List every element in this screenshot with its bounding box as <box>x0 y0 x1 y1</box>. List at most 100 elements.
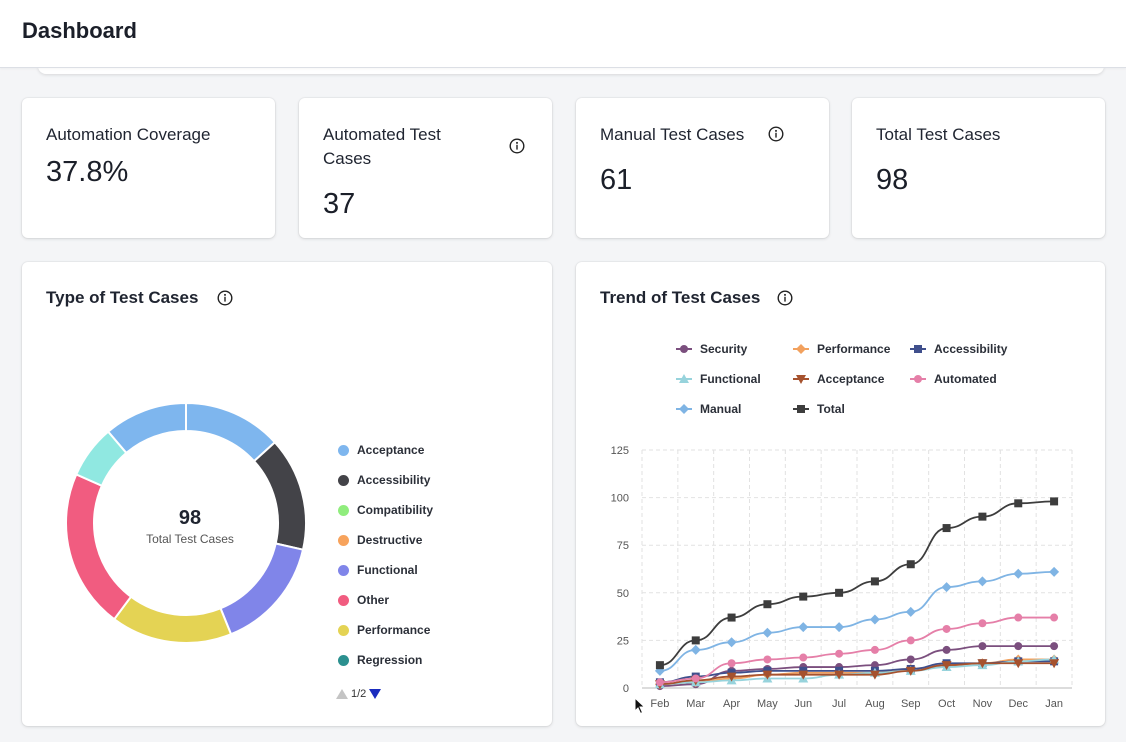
legend-marker-icon <box>793 344 809 354</box>
automation-coverage-title: Automation Coverage <box>46 125 211 144</box>
donut-center-label: Total Test Cases <box>146 532 234 546</box>
data-point[interactable] <box>799 653 808 662</box>
legend-item[interactable]: Destructive <box>338 532 422 548</box>
series-line[interactable] <box>659 662 1055 686</box>
info-icon[interactable] <box>509 138 525 154</box>
legend-item[interactable]: Security <box>676 342 747 356</box>
data-point[interactable] <box>691 674 700 683</box>
data-point[interactable] <box>870 645 879 654</box>
data-point[interactable] <box>905 606 916 617</box>
legend-item[interactable]: Manual <box>676 402 741 416</box>
data-point[interactable] <box>835 588 844 597</box>
data-point[interactable] <box>726 672 737 682</box>
data-point[interactable] <box>1014 613 1023 622</box>
info-icon[interactable] <box>217 290 233 306</box>
donut-slice[interactable] <box>65 473 133 621</box>
data-point[interactable] <box>905 666 916 676</box>
data-point[interactable] <box>978 642 987 651</box>
data-point[interactable] <box>834 670 845 680</box>
data-point[interactable] <box>978 619 987 628</box>
automated-test-cases-value: 37 <box>323 188 356 220</box>
info-icon[interactable] <box>768 126 784 142</box>
data-point[interactable] <box>941 582 952 593</box>
data-point[interactable] <box>942 524 951 533</box>
legend-item[interactable]: Other <box>338 592 389 608</box>
donut-slice[interactable] <box>112 595 233 644</box>
legend-item[interactable]: Acceptance <box>793 372 884 386</box>
legend-label: Manual <box>700 402 742 416</box>
data-point[interactable] <box>727 613 736 622</box>
legend-item[interactable]: Acceptance <box>338 442 424 458</box>
data-point[interactable] <box>763 655 772 664</box>
series-line[interactable] <box>659 658 1055 686</box>
data-point[interactable] <box>1050 613 1059 622</box>
previous-card-edge <box>38 66 1104 74</box>
data-point[interactable] <box>869 670 880 680</box>
data-point[interactable] <box>1014 642 1023 651</box>
data-point[interactable] <box>978 512 987 521</box>
data-point[interactable] <box>977 576 988 587</box>
legend-item[interactable]: Accessibility <box>338 472 430 488</box>
legend-item[interactable]: Regression <box>338 652 422 668</box>
legend-item[interactable]: Functional <box>676 372 761 386</box>
data-point[interactable] <box>1049 566 1060 577</box>
info-icon[interactable] <box>777 290 793 306</box>
manual-test-cases-card: Manual Test Cases 61 <box>576 98 829 238</box>
y-tick-label: 0 <box>623 683 629 695</box>
legend-dot-icon <box>338 564 349 576</box>
data-point[interactable] <box>691 636 700 645</box>
legend-item[interactable]: Functional <box>338 562 418 578</box>
data-point[interactable] <box>762 670 773 680</box>
legend-item[interactable]: Performance <box>793 342 890 356</box>
data-point[interactable] <box>798 622 809 633</box>
data-point[interactable] <box>1049 659 1060 669</box>
data-point[interactable] <box>655 661 664 670</box>
legend-item[interactable]: Automated <box>910 372 997 386</box>
data-point[interactable] <box>763 600 772 609</box>
data-point[interactable] <box>941 661 952 671</box>
x-tick-label: Apr <box>723 698 740 710</box>
data-point[interactable] <box>1013 568 1024 579</box>
data-point[interactable] <box>906 655 915 664</box>
data-point[interactable] <box>1014 499 1023 508</box>
data-point[interactable] <box>977 659 988 669</box>
x-tick-label: Mar <box>686 698 705 710</box>
data-point[interactable] <box>906 560 915 569</box>
legend-marker-icon <box>793 375 809 384</box>
data-point[interactable] <box>727 659 736 668</box>
donut-chart: 98 Total Test Cases <box>65 401 307 644</box>
legend-label: Other <box>357 593 390 607</box>
automation-coverage-card: Automation Coverage 37.8% <box>22 98 275 238</box>
donut-slice[interactable] <box>252 440 307 551</box>
data-point[interactable] <box>1013 659 1024 669</box>
data-point[interactable] <box>942 624 951 633</box>
legend-label: Total <box>817 402 845 416</box>
automation-coverage-value: 37.8% <box>46 156 129 188</box>
data-point[interactable] <box>942 645 951 654</box>
donut-slice[interactable] <box>185 401 277 463</box>
data-point[interactable] <box>834 622 845 633</box>
donut-slice[interactable] <box>219 542 305 636</box>
legend-label: Acceptance <box>357 443 425 457</box>
data-point[interactable] <box>906 636 915 645</box>
data-point[interactable] <box>762 627 773 638</box>
data-point[interactable] <box>799 592 808 601</box>
data-point[interactable] <box>870 577 879 586</box>
pager-up-arrow-icon[interactable] <box>336 689 348 699</box>
legend-item[interactable]: Accessibility <box>910 342 1007 356</box>
pager-down-arrow-icon[interactable] <box>369 689 382 699</box>
data-point[interactable] <box>835 649 844 658</box>
data-point[interactable] <box>798 670 809 680</box>
data-point[interactable] <box>726 637 737 648</box>
data-point[interactable] <box>690 644 701 655</box>
x-tick-label: Aug <box>865 698 885 710</box>
data-point[interactable] <box>1050 497 1059 506</box>
legend-item[interactable]: Compatibility <box>338 502 433 518</box>
legend-item[interactable]: Performance <box>338 622 430 638</box>
legend-item[interactable]: Total <box>793 402 845 416</box>
data-point[interactable] <box>655 678 664 687</box>
donut-slice[interactable] <box>106 401 187 455</box>
data-point[interactable] <box>1050 642 1059 651</box>
type-of-test-cases-panel: Type of Test Cases 98 Total Test Cases A… <box>22 262 552 726</box>
data-point[interactable] <box>869 614 880 625</box>
